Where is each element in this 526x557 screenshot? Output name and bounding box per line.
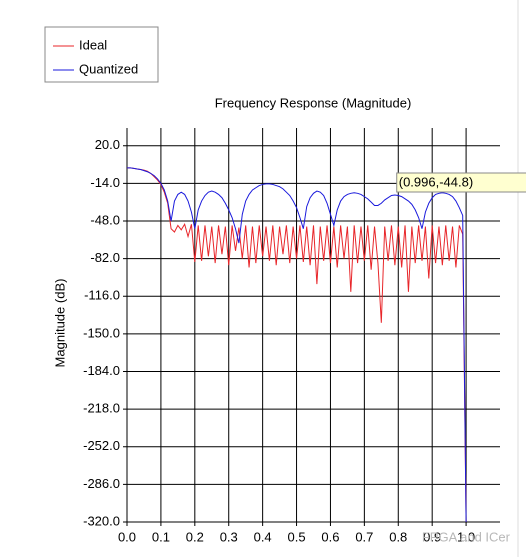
- y-tick-label: -82.0: [90, 250, 120, 265]
- y-tick-label: -116.0: [84, 288, 120, 303]
- x-tick-label: 0.8: [389, 529, 407, 544]
- y-axis-label: Magnitude (dB): [52, 279, 67, 368]
- y-tick-label: -320.0: [83, 513, 120, 528]
- y-tick-label: 20.0: [95, 137, 120, 152]
- x-tick-label: 0.0: [118, 529, 136, 544]
- series-line: [127, 167, 467, 523]
- x-tick-label: 0.9: [423, 529, 441, 544]
- y-tick-label: -286.0: [83, 476, 120, 491]
- x-tick-label: 0.2: [186, 529, 204, 544]
- y-tick-label: -218.0: [83, 401, 120, 416]
- watermark: FPGA and ICer: [422, 529, 511, 544]
- annotation-text: (0.996,-44.8): [399, 174, 473, 189]
- x-tick-label: 0.5: [288, 529, 306, 544]
- y-tick-label: -150.0: [83, 325, 120, 340]
- annotation-box: [396, 172, 526, 193]
- x-tick-label: 0.4: [254, 529, 272, 544]
- legend-box: [44, 26, 159, 83]
- y-tick-label: -252.0: [83, 438, 120, 453]
- x-tick-label: 0.7: [355, 529, 373, 544]
- legend-label: Quantized: [79, 61, 138, 76]
- series-line: [127, 167, 467, 523]
- x-tick-label: 0.6: [321, 529, 339, 544]
- x-tick-label: 0.3: [220, 529, 238, 544]
- x-tick-label: 0.1: [152, 529, 170, 544]
- y-tick-label: -48.0: [90, 212, 120, 227]
- x-tick-label: 1.0: [457, 529, 475, 544]
- legend-label: Ideal: [79, 37, 107, 52]
- y-tick-label: -184.0: [83, 363, 120, 378]
- y-tick-label: -14.0: [90, 175, 120, 190]
- chart-title: Frequency Response (Magnitude): [215, 95, 412, 110]
